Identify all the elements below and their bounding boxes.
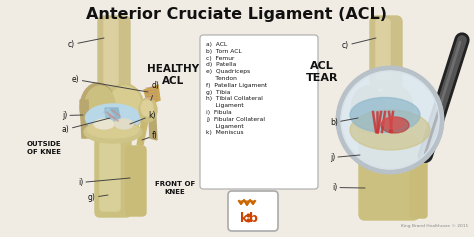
FancyBboxPatch shape [228, 191, 278, 231]
Polygon shape [239, 200, 255, 205]
Text: Anterior Cruciate Ligament (ACL): Anterior Cruciate Ligament (ACL) [86, 6, 388, 22]
FancyBboxPatch shape [359, 136, 419, 220]
FancyBboxPatch shape [95, 135, 131, 217]
Ellipse shape [141, 100, 153, 116]
Text: a)  ACL
b)  Torn ACL
c)  Femur
d)  Patella
e)  Quadriceps
     Tendon
f)  Patell: a) ACL b) Torn ACL c) Femur d) Patella e… [206, 42, 267, 135]
Polygon shape [144, 85, 160, 105]
Ellipse shape [350, 110, 430, 150]
Text: e): e) [72, 75, 148, 92]
Text: c): c) [68, 38, 104, 49]
Circle shape [338, 68, 442, 172]
FancyBboxPatch shape [126, 146, 146, 216]
Text: j): j) [62, 111, 83, 120]
Polygon shape [104, 108, 122, 130]
Text: i): i) [78, 178, 130, 187]
Polygon shape [105, 108, 122, 130]
Ellipse shape [115, 119, 133, 129]
Ellipse shape [351, 86, 385, 134]
Ellipse shape [85, 104, 140, 132]
Text: FRONT OF
KNEE: FRONT OF KNEE [155, 181, 195, 195]
Text: a): a) [62, 118, 110, 134]
Polygon shape [137, 120, 148, 145]
Text: i): i) [332, 183, 365, 192]
Text: OUTSIDE
OF KNEE: OUTSIDE OF KNEE [27, 141, 61, 155]
Text: g): g) [88, 193, 108, 202]
Text: King Brand Healthcare © 2011: King Brand Healthcare © 2011 [401, 224, 468, 228]
Text: HEALTHY
ACL: HEALTHY ACL [147, 64, 199, 86]
Text: b: b [248, 211, 257, 224]
Ellipse shape [94, 119, 114, 129]
Ellipse shape [139, 98, 157, 122]
Text: c): c) [342, 38, 376, 50]
FancyBboxPatch shape [376, 19, 390, 80]
Text: j): j) [330, 153, 360, 162]
Text: b): b) [330, 118, 358, 127]
Ellipse shape [350, 97, 420, 132]
FancyBboxPatch shape [100, 140, 120, 211]
Ellipse shape [382, 117, 404, 129]
Ellipse shape [87, 122, 139, 138]
FancyBboxPatch shape [370, 16, 402, 88]
Ellipse shape [109, 86, 141, 124]
Text: k): k) [130, 111, 155, 124]
Polygon shape [148, 100, 157, 140]
Ellipse shape [84, 121, 142, 143]
Text: f): f) [142, 131, 158, 140]
Text: ACL
TEAR: ACL TEAR [306, 61, 338, 83]
Ellipse shape [85, 86, 115, 124]
Polygon shape [80, 100, 90, 138]
FancyBboxPatch shape [104, 19, 118, 85]
Text: d): d) [151, 81, 160, 100]
Text: k: k [240, 211, 248, 224]
FancyBboxPatch shape [200, 35, 318, 189]
FancyBboxPatch shape [98, 16, 130, 93]
Ellipse shape [377, 85, 413, 131]
Ellipse shape [381, 117, 409, 133]
Ellipse shape [106, 84, 144, 132]
FancyBboxPatch shape [410, 152, 427, 218]
Ellipse shape [80, 83, 116, 133]
